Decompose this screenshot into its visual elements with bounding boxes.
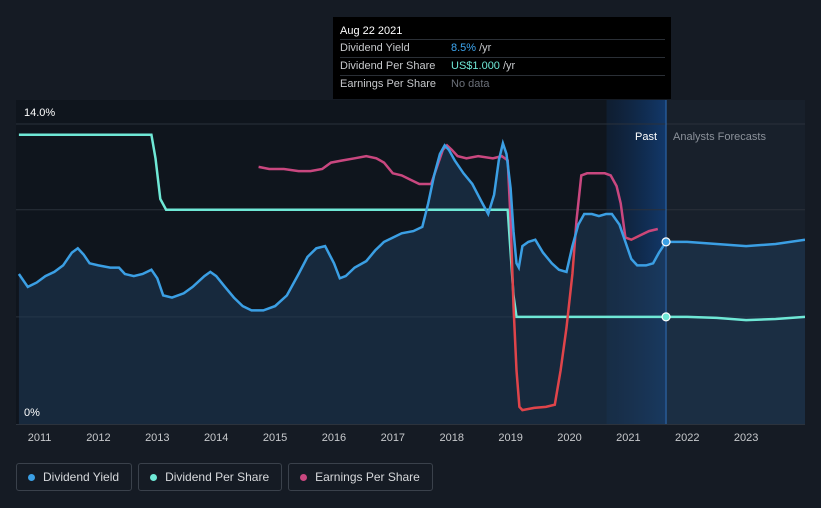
legend-dot-icon [28, 473, 35, 481]
tooltip-label: Dividend Yield [340, 42, 410, 54]
tooltip-row-earnings-per-share: Earnings Per Share No data [340, 76, 665, 93]
dividend-yield-area [18, 143, 805, 425]
x-tick-label: 2018 [439, 432, 463, 444]
dividend-yield-line [17, 138, 805, 312]
x-tick-label: 2023 [734, 432, 758, 444]
y-axis-label-bottom: 0% [24, 407, 40, 419]
x-tick-label: 2020 [557, 432, 581, 444]
x-tick-label: 2019 [498, 432, 522, 444]
tooltip-value: No data [451, 78, 490, 90]
y-axis-label-top: 14.0% [24, 107, 55, 119]
legend-item-dividend-yield[interactable]: Dividend Yield [16, 463, 133, 491]
legend-label: Earnings Per Share [315, 470, 420, 484]
tooltip-value: 8.5% [451, 42, 477, 54]
x-tick-label: 2014 [204, 432, 228, 444]
x-tick-label: 2015 [263, 432, 287, 444]
dividend-per-share-marker [661, 312, 671, 322]
tooltip-unit: /yr [502, 60, 516, 72]
x-tick-label: 2017 [381, 432, 405, 444]
earnings-per-share-line [258, 143, 659, 412]
x-axis-ticks: 2011 2012 2013 2014 2015 2016 2017 2018 2019 2020… [28, 432, 759, 444]
legend: Dividend Yield Dividend Per Share Earnin… [16, 463, 433, 491]
dividend-yield-marker [661, 237, 671, 247]
tooltip-row-dividend-per-share: Dividend Per Share US$1.000/yr [340, 58, 665, 76]
legend-label: Dividend Yield [43, 470, 120, 484]
x-tick-label: 2016 [322, 432, 346, 444]
x-tick-label: 2012 [86, 432, 110, 444]
x-tick-label: 2021 [616, 432, 640, 444]
past-label: Past [635, 131, 657, 143]
tooltip-label: Earnings Per Share [340, 78, 436, 90]
tooltip-label: Dividend Per Share [340, 60, 436, 72]
analysts-forecasts-label: Analysts Forecasts [673, 131, 766, 143]
legend-item-dividend-per-share[interactable]: Dividend Per Share [138, 463, 283, 491]
tooltip-date: Aug 22 2021 [340, 23, 665, 40]
tooltip-unit: /yr [479, 42, 492, 54]
dividend-per-share-line [18, 133, 805, 322]
legend-label: Dividend Per Share [165, 470, 270, 484]
hover-tooltip: Aug 22 2021 Dividend Yield 8.5%/yr Divid… [333, 17, 671, 99]
legend-dot-icon [300, 473, 308, 481]
legend-dot-icon [150, 473, 158, 481]
x-tick-label: 2022 [675, 432, 699, 444]
legend-item-earnings-per-share[interactable]: Earnings Per Share [288, 463, 433, 491]
x-tick-label: 2011 [28, 432, 52, 444]
tooltip-value: US$1.000 [451, 60, 500, 72]
x-tick-label: 2013 [145, 432, 169, 444]
tooltip-row-dividend-yield: Dividend Yield 8.5%/yr [340, 40, 665, 58]
